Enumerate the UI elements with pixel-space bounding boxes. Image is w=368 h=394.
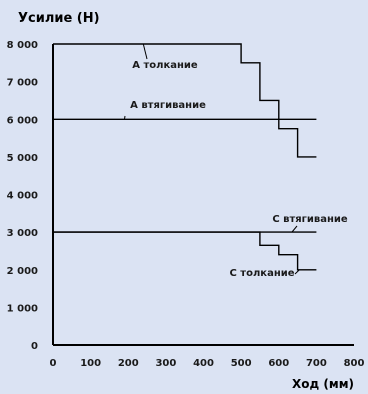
x-tick-label: 400 [193, 358, 214, 369]
y-tick-label: 0 [31, 341, 38, 352]
x-tick-label: 100 [80, 358, 101, 369]
annotation-leader [294, 269, 300, 275]
x-tick-label: 700 [306, 358, 327, 369]
annotation-label: A толкание [132, 60, 198, 71]
y-tick-label: 4 000 [7, 191, 38, 202]
y-tick-label: 2 000 [7, 266, 38, 277]
annotation-leader [291, 225, 298, 233]
x-axis-title: Ход (мм) [292, 377, 354, 391]
y-axis-title: Усилие (Н) [18, 11, 100, 26]
x-tick-label: 800 [344, 358, 365, 369]
x-tick-label: 200 [118, 358, 139, 369]
x-tick-label: 500 [231, 358, 252, 369]
annotation-label: A втягивание [130, 100, 206, 111]
annotation-leader [142, 43, 148, 60]
series-line-4 [53, 231, 317, 271]
annotation-label: C толкание [229, 268, 294, 279]
series-line-1 [53, 43, 317, 158]
annotation-label: C втягивание [272, 214, 348, 225]
x-tick-label: 600 [268, 358, 289, 369]
y-tick-label: 5 000 [7, 153, 38, 164]
y-tick-label: 8 000 [7, 40, 38, 51]
x-tick-label: 300 [155, 358, 176, 369]
y-tick-label: 6 000 [7, 115, 38, 126]
y-tick-label: 1 000 [7, 303, 38, 314]
y-tick-label: 3 000 [7, 228, 38, 239]
y-tick-label: 7 000 [7, 78, 38, 89]
x-tick-label: 0 [50, 358, 57, 369]
annotation-leader [123, 115, 126, 120]
